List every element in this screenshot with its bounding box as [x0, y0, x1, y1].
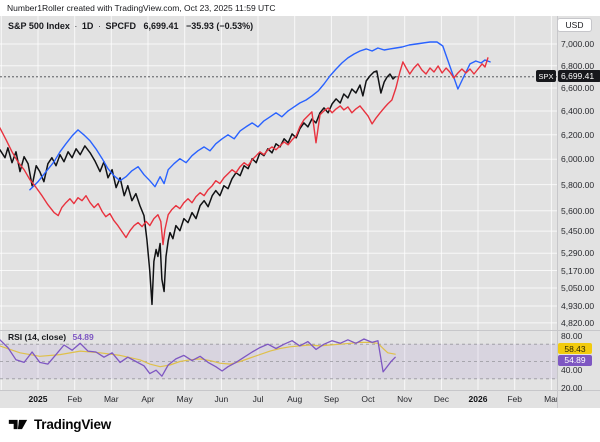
rsi-tick-label: 20.00: [561, 382, 583, 393]
rsi-legend[interactable]: RSI (14, close) 54.89: [8, 332, 94, 342]
price-tick-label: 5,800.00: [561, 179, 595, 190]
price-tick-label: 6,400.00: [561, 106, 595, 116]
price-tick-label: 6,600.00: [561, 83, 595, 93]
time-tick-label-May: May: [176, 394, 193, 404]
time-tick-label-Feb: Feb: [67, 394, 83, 404]
time-tick-label-Mar: Mar: [544, 394, 557, 404]
time-tick-label-Apr: Apr: [141, 394, 155, 404]
rsi-value-badge: 54.89: [558, 354, 592, 366]
price-tick-label: 4,930.00: [561, 301, 595, 311]
chart-canvas[interactable]: [0, 16, 600, 408]
legend-separator: ·: [97, 21, 101, 31]
legend-separator: ·: [74, 21, 78, 31]
tradingview-logo-icon: [8, 419, 28, 430]
price-tick-label: 5,290.00: [561, 248, 595, 259]
time-tick-label-Dec: Dec: [433, 394, 449, 404]
symbol-legend[interactable]: S&P 500 Index · 1D · SPCFD 6,699.41 −35.…: [8, 21, 253, 31]
tradingview-logo[interactable]: TradingView: [8, 416, 111, 433]
price-tick-label: 6,800.00: [561, 60, 595, 71]
price-tick-label: 7,000.00: [561, 39, 595, 49]
chart-area: S&P 500 Index · 1D · SPCFD 6,699.41 −35.…: [0, 16, 600, 408]
price-tick-label: 5,050.00: [561, 283, 595, 293]
series-line-SPX: [0, 70, 396, 306]
last-price-value: 6,699.41: [143, 21, 179, 31]
symbol-name: S&P 500 Index: [8, 21, 70, 31]
price-tick-label: 5,170.00: [561, 265, 595, 276]
rsi-title: RSI (14, close): [8, 332, 67, 342]
time-tick-label-Oct: Oct: [361, 394, 375, 404]
time-tick-label-Jul: Jul: [252, 394, 264, 404]
price-tick-label: 6,000.00: [561, 154, 595, 165]
time-axis[interactable]: 2025 Feb Mar Apr May Jun Jul Aug Sep Oct Nov Dec 202…: [0, 16, 557, 408]
price-tick-label: 6,200.00: [561, 129, 595, 140]
time-tick-label-Jun: Jun: [214, 394, 229, 404]
rsi-tick-label: 40.00: [561, 365, 583, 376]
series-line-comparison-red: [0, 57, 489, 246]
time-tick-label-2026: 2026: [468, 394, 488, 404]
footer-bar: TradingView: [0, 408, 600, 442]
time-tick-label-2025: 2025: [28, 394, 48, 404]
price-tick-label: 5,450.00: [561, 226, 595, 237]
time-tick-label-Mar: Mar: [103, 394, 119, 404]
attribution-text: Number1Roller created with TradingView.c…: [7, 3, 276, 13]
symbol-tag-badge: SPX: [536, 70, 556, 83]
price-tick-label: 5,600.00: [561, 205, 595, 216]
rsi-ma-badge: 58.43: [558, 343, 592, 355]
time-tick-label-Nov: Nov: [397, 394, 413, 404]
series-line-comparison-blue: [29, 41, 491, 191]
tradingview-logo-text: TradingView: [34, 417, 112, 432]
rsi-tick-label: 80.00: [561, 330, 583, 341]
price-tick-label: 4,820.00: [561, 317, 595, 328]
time-tick-label-Feb: Feb: [507, 394, 523, 404]
exchange-label: SPCFD: [105, 21, 136, 31]
price-change-value: −35.93 (−0.53%): [186, 21, 254, 31]
rsi-series-line-RSI: [0, 338, 396, 377]
currency-toggle-button[interactable]: USD: [557, 18, 592, 32]
time-tick-label-Aug: Aug: [287, 394, 303, 404]
time-tick-label-Sep: Sep: [323, 394, 339, 404]
last-price-badge: 6,699.41: [558, 70, 600, 83]
rsi-current-value: 54.89: [72, 332, 94, 342]
interval-label: 1D: [81, 21, 94, 31]
